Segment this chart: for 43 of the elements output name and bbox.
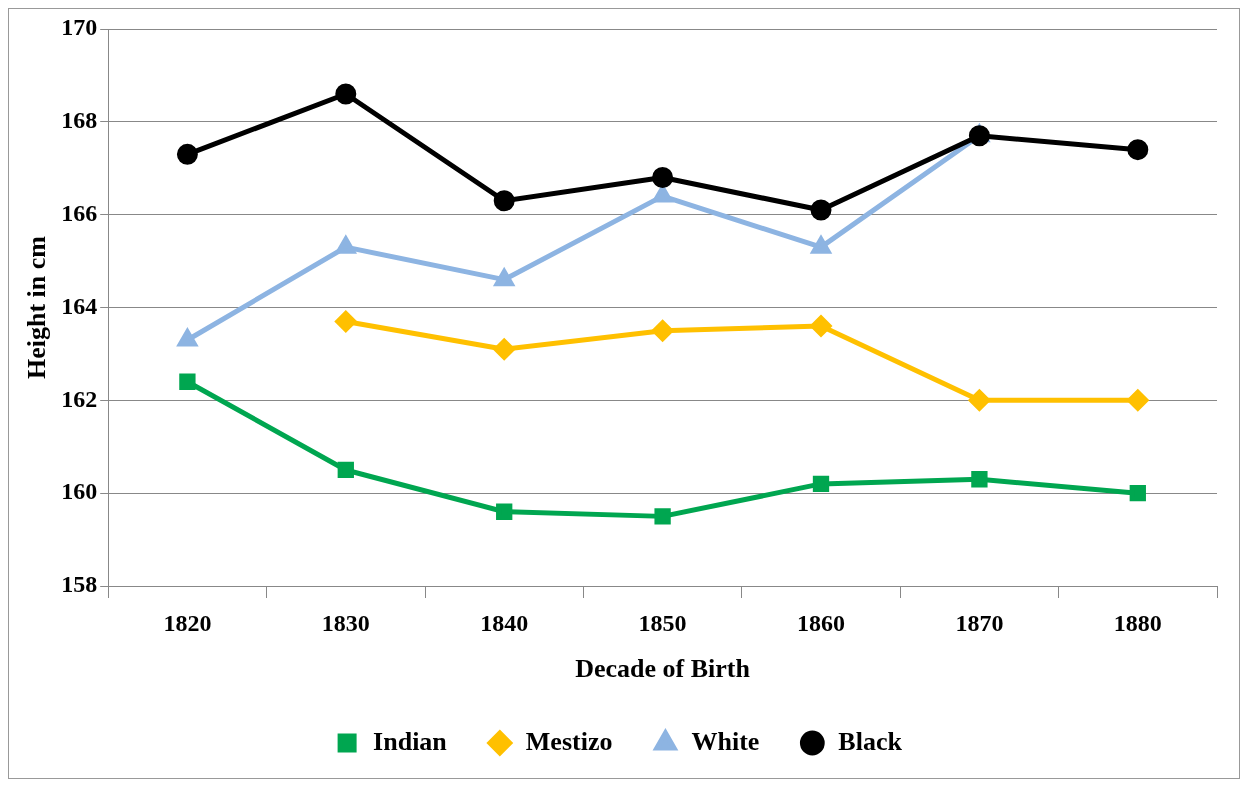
point <box>968 125 990 147</box>
x-tick-label: 1840 <box>480 609 529 636</box>
point <box>1129 485 1146 502</box>
point <box>652 167 674 189</box>
y-tick-label: 160 <box>61 478 98 505</box>
point <box>653 185 673 203</box>
point <box>812 475 830 493</box>
legend-label: Indian <box>373 726 448 756</box>
y-tick-label: 162 <box>61 385 98 412</box>
point <box>335 83 357 105</box>
point <box>335 310 357 332</box>
x-tick-label: 1850 <box>638 609 687 636</box>
x-tick-label: 1860 <box>797 609 845 636</box>
x-axis-title: Decade of Birth <box>575 654 751 684</box>
point <box>1127 139 1149 161</box>
legend-label: Black <box>838 726 903 756</box>
x-tick-label: 1880 <box>1113 609 1162 636</box>
x-tick-label: 1870 <box>955 609 1004 636</box>
y-tick-label: 158 <box>61 571 98 598</box>
point <box>494 269 514 287</box>
legend-label: Mestizo <box>525 726 613 756</box>
point <box>496 503 513 520</box>
point <box>1127 389 1149 411</box>
point <box>177 329 197 347</box>
point <box>493 190 515 212</box>
point <box>179 373 196 390</box>
point <box>176 143 198 165</box>
point <box>971 471 988 488</box>
x-tick-label: 1830 <box>321 609 370 636</box>
point <box>968 389 990 411</box>
point <box>810 315 832 337</box>
y-tick-label: 164 <box>61 292 98 319</box>
y-tick-label: 170 <box>61 14 98 41</box>
point <box>654 508 671 525</box>
legend-label: White <box>691 726 760 756</box>
y-tick-label: 166 <box>61 199 98 226</box>
x-tick-label: 1820 <box>163 609 212 636</box>
y-axis-title: Height in cm <box>22 235 52 379</box>
point <box>337 461 354 479</box>
y-tick-label: 168 <box>61 107 98 134</box>
point <box>810 199 832 221</box>
point <box>493 338 515 360</box>
point <box>652 320 674 342</box>
